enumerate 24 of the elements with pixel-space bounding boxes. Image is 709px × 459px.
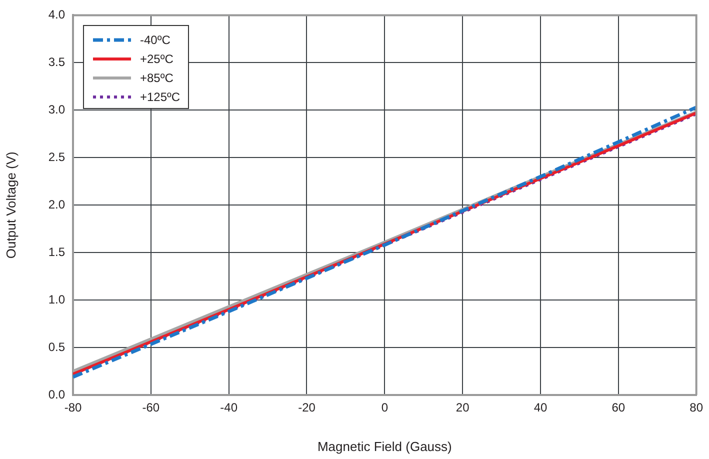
y-tick-label: 2.0	[48, 197, 66, 212]
x-tick-label: 40	[534, 400, 548, 415]
x-tick-label: 60	[612, 400, 626, 415]
y-axis-title: Output Voltage (V)	[3, 152, 18, 259]
y-tick-label: 0.5	[48, 340, 66, 354]
y-tick-label: 1.5	[48, 244, 66, 259]
x-tick-label: 20	[456, 400, 470, 415]
legend-label: -40ºC	[140, 32, 170, 47]
y-tick-label: 2.5	[48, 150, 66, 164]
y-tick-label: 3.0	[48, 102, 66, 116]
y-tick-label: 0.0	[48, 387, 66, 402]
legend-label: +125ºC	[140, 90, 180, 104]
y-tick-label: 3.5	[48, 54, 66, 69]
x-tick-label: -20	[298, 400, 316, 415]
x-tick-label: 80	[690, 400, 704, 415]
x-tick-label: 0	[381, 400, 388, 415]
x-axis-title: Magnetic Field (Gauss)	[317, 438, 452, 454]
x-tick-label: -40	[220, 400, 238, 415]
legend-label: +25ºC	[140, 52, 174, 66]
x-tick-label: -80	[64, 400, 82, 415]
y-tick-label: 4.0	[48, 8, 66, 22]
legend-label: +85ºC	[140, 70, 174, 85]
x-tick-label: -60	[142, 400, 160, 415]
y-tick-label: 1.0	[48, 292, 66, 306]
